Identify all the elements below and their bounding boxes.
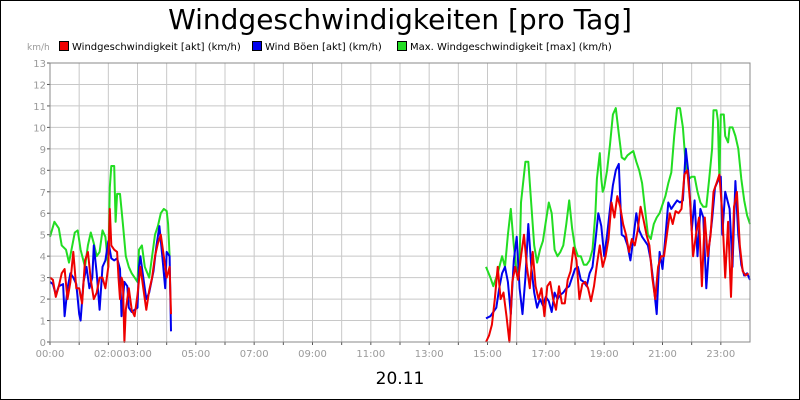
x-tick-label: 02:00: [94, 349, 123, 360]
y-tick-label: 9: [40, 145, 46, 156]
y-tick-label: 13: [33, 59, 46, 70]
legend-label-max: Max. Windgeschwindigkeit [max] (km/h): [410, 42, 612, 53]
x-tick-label: 21:00: [648, 349, 677, 360]
plot-border: [49, 62, 751, 343]
x-tick-label: 00:00: [36, 349, 65, 360]
y-tick-label: 2: [40, 295, 46, 306]
y-tick-label: 6: [40, 209, 46, 220]
series-line-1: [485, 147, 751, 320]
series-line-0: [485, 107, 751, 288]
series-line-2: [49, 207, 172, 343]
x-tick-label: 07:00: [240, 349, 269, 360]
y-unit-label: km/h: [27, 43, 50, 53]
legend-swatch-green: [397, 41, 407, 51]
legend-item-max: Max. Windgeschwindigkeit [max] (km/h): [397, 41, 612, 53]
x-tick-label: 03:00: [123, 349, 152, 360]
date-label: 20.11: [375, 369, 425, 389]
y-tick-label: 5: [40, 231, 46, 242]
x-tick-label: 11:00: [356, 349, 385, 360]
x-tick-label: 13:00: [415, 349, 444, 360]
y-tick-label: 7: [40, 188, 46, 199]
y-tick-label: 8: [40, 166, 46, 177]
y-tick-label: 1: [40, 317, 46, 328]
legend-label-wind-akt: Windgeschwindigkeit [akt] (km/h): [72, 42, 241, 53]
legend-item-boeen-akt: Wind Böen [akt] (km/h): [252, 41, 382, 53]
series-line-0: [49, 165, 171, 283]
x-tick-label: 09:00: [298, 349, 327, 360]
legend-item-wind-akt: Windgeschwindigkeit [akt] (km/h): [59, 41, 241, 53]
series-line-2: [485, 169, 750, 343]
y-tick-label: 11: [33, 102, 46, 113]
legend-label-boeen-akt: Wind Böen [akt] (km/h): [265, 42, 382, 53]
chart-title: Windgeschwindigkeiten [pro Tag]: [168, 3, 632, 36]
x-tick-label: 15:00: [473, 349, 502, 360]
legend-swatch-red: [59, 41, 69, 51]
y-tick-label: 10: [33, 123, 46, 134]
x-tick-label: 23:00: [706, 349, 735, 360]
x-tick-label: 05:00: [181, 349, 210, 360]
x-tick-label: 17:00: [531, 349, 560, 360]
legend-swatch-blue: [252, 41, 262, 51]
y-tick-label: 3: [40, 274, 46, 285]
x-tick-label: 19:00: [590, 349, 619, 360]
y-tick-label: 12: [33, 80, 46, 91]
y-tick-label: 0: [40, 338, 46, 349]
y-tick-label: 4: [40, 252, 46, 263]
